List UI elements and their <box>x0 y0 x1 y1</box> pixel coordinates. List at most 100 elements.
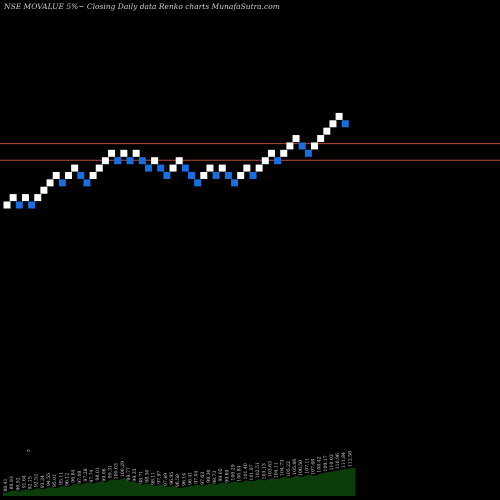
down-brick <box>249 171 257 179</box>
volume-label: 97.28 <box>83 468 89 481</box>
down-brick <box>28 201 36 209</box>
volume-label: 94.55 <box>46 473 52 486</box>
volume-label: 107.68 <box>311 459 317 475</box>
volume-label: 98.73 <box>212 471 218 484</box>
up-brick <box>120 149 128 157</box>
volume-label: 104.11 <box>274 462 280 478</box>
down-brick <box>224 171 232 179</box>
down-brick <box>114 157 122 165</box>
volume-label: 100.03 <box>114 463 120 479</box>
volume-label: 96.84 <box>71 469 77 482</box>
up-brick <box>286 142 294 150</box>
down-brick <box>126 157 134 165</box>
up-brick <box>237 171 245 179</box>
volume-label: 91.64 <box>21 475 27 488</box>
up-brick <box>175 157 183 165</box>
down-brick <box>298 142 306 150</box>
up-brick <box>9 194 17 202</box>
up-brick <box>65 171 72 179</box>
up-brick <box>292 135 300 143</box>
volume-label: 98.30 <box>206 469 212 482</box>
volume-label: 100.29 <box>231 464 237 480</box>
reference-lines <box>0 143 500 161</box>
up-brick <box>101 157 109 165</box>
volume-label: 100.29 <box>120 461 126 477</box>
volume-label: 112.58 <box>347 451 353 467</box>
volume-panel: 88.41 89.93 90.52 91.64 92.15 92.52 93.34 94.55… <box>3 449 356 496</box>
volume-label: 103.13 <box>261 463 267 479</box>
volume-label: 100.84 <box>237 465 243 481</box>
up-brick <box>34 194 42 202</box>
down-brick <box>274 157 282 165</box>
volume-label: 97.63 <box>200 472 206 485</box>
volume-label: 106.50 <box>298 460 304 476</box>
down-brick <box>163 171 171 179</box>
up-brick <box>329 120 337 128</box>
volume-label: 103.63 <box>267 461 273 477</box>
volume-label: 102.51 <box>255 462 261 478</box>
volume-label: 104.73 <box>280 460 286 476</box>
volume-label: 96.95 <box>169 472 175 485</box>
up-brick <box>108 149 116 157</box>
down-brick <box>304 149 312 157</box>
volume-label: 101.40 <box>243 463 249 479</box>
down-brick <box>83 179 91 187</box>
down-brick <box>181 164 189 172</box>
up-brick <box>255 164 263 172</box>
volume-label: 110.03 <box>329 454 335 470</box>
volume-label: 95.01 <box>52 474 58 487</box>
volume-label: 89.93 <box>9 476 15 489</box>
up-brick <box>267 149 275 157</box>
up-brick <box>151 157 159 165</box>
down-brick <box>194 179 202 187</box>
volume-marker: o <box>27 449 30 454</box>
down-brick <box>157 164 165 172</box>
volume-label: 109.17 <box>323 455 329 471</box>
volume-label: 99.77 <box>126 467 132 480</box>
up-brick <box>243 164 251 172</box>
up-brick <box>95 164 103 172</box>
volume-label: 98.71 <box>138 471 144 484</box>
volume-label: 105.22 <box>286 461 292 477</box>
down-brick <box>212 171 220 179</box>
down-brick <box>15 201 23 209</box>
down-brick <box>138 157 146 165</box>
volume-label: 99.33 <box>132 468 138 481</box>
down-brick <box>144 164 152 172</box>
volume-label: 92.52 <box>34 474 40 487</box>
up-brick <box>71 164 79 172</box>
up-brick <box>206 164 214 172</box>
up-brick <box>311 142 318 150</box>
volume-label: 97.97 <box>157 471 163 484</box>
volume-label: 98.11 <box>151 472 157 485</box>
volume-label: 97.08 <box>77 471 83 484</box>
volume-label: 110.96 <box>335 453 341 469</box>
volume-label: 88.41 <box>3 478 9 491</box>
up-brick <box>200 171 208 179</box>
up-brick <box>280 149 288 157</box>
up-brick <box>3 201 11 209</box>
chart-title: NSE MOVALUE 5%~ Closing Daily data Renko… <box>3 2 280 11</box>
volume-label: 108.42 <box>317 456 323 472</box>
volume-label: 99.69 <box>224 469 230 482</box>
volume-label: 96.58 <box>175 474 181 487</box>
up-brick <box>21 194 29 202</box>
volume-label: 107.11 <box>304 458 310 474</box>
volume-label: 111.84 <box>341 452 347 468</box>
down-brick <box>77 171 85 179</box>
down-brick <box>231 179 239 187</box>
volume-label: 98.30 <box>144 469 150 482</box>
volume-label: 90.52 <box>15 477 21 490</box>
up-brick <box>323 127 331 135</box>
volume-label: 99.31 <box>108 465 114 478</box>
volume-label: 96.14 <box>181 473 187 486</box>
volume-label: 93.34 <box>40 475 46 488</box>
up-brick <box>40 186 48 194</box>
up-brick <box>169 164 177 172</box>
volume-label: 97.04 <box>194 471 200 484</box>
up-brick <box>89 171 97 179</box>
up-brick <box>261 157 269 165</box>
volume-label: 105.86 <box>292 459 298 475</box>
up-brick <box>132 149 140 157</box>
